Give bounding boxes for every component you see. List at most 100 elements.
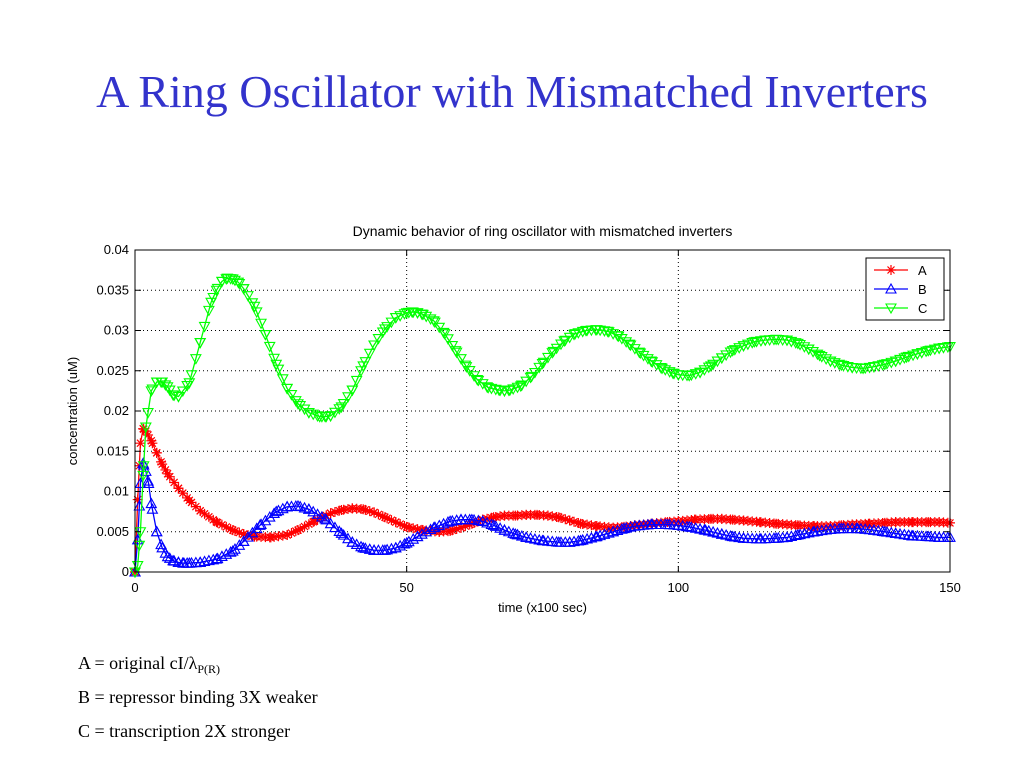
curve-marker-B: [450, 514, 463, 525]
curve-marker-B: [602, 526, 615, 538]
curve-marker-C: [381, 322, 394, 333]
curve-marker-C: [794, 339, 806, 351]
curve-marker-A: [282, 529, 293, 540]
curve-marker-A: [408, 523, 419, 534]
legend-marker-C: [885, 303, 897, 315]
curve-marker-C: [563, 332, 576, 344]
curve-marker-A: [560, 514, 571, 525]
curve-marker-C: [494, 385, 507, 397]
curve-marker-C: [242, 291, 254, 302]
curve-marker-C: [724, 347, 737, 359]
curve-marker-C: [233, 278, 246, 290]
curve-marker-B: [789, 529, 802, 541]
curve-marker-C: [481, 382, 494, 393]
curve-marker-C: [372, 334, 385, 345]
curve-marker-C: [424, 314, 437, 326]
curve-marker-B: [581, 532, 593, 544]
curve-marker-A: [386, 515, 397, 526]
curve-marker-A: [395, 519, 406, 530]
curve-marker-C: [442, 334, 454, 345]
curve-marker-C: [655, 363, 667, 374]
curve-marker-C: [628, 344, 641, 355]
curve-marker-B: [259, 514, 272, 526]
curve-marker-B: [615, 523, 628, 534]
curve-marker-C: [698, 365, 711, 376]
y-tick-label: 0.02: [104, 403, 129, 418]
curve-marker-C: [615, 334, 628, 345]
curve-marker-C: [837, 361, 850, 372]
curve-marker-A: [203, 511, 214, 522]
data-point-A: [135, 438, 146, 449]
curve-marker-C: [176, 386, 189, 398]
curve-marker-A: [169, 477, 180, 488]
curve-marker-A: [490, 511, 501, 522]
curve-marker-B: [394, 539, 407, 551]
curve-marker-B: [607, 525, 620, 537]
axis-ticks: 0 50 100 150 0 0.005 0.01 0.015 0.02 0.025 0.03 0.0…: [96, 242, 960, 595]
curve-marker-C: [802, 344, 815, 356]
series-B: [129, 457, 956, 577]
curve-marker-B: [202, 554, 215, 566]
chart-title: Dynamic behavior of ring oscillator with…: [353, 223, 733, 239]
curve-marker-B: [233, 539, 246, 550]
curve-marker-B: [224, 546, 237, 557]
curve-marker-B: [572, 534, 585, 546]
curve-marker-C: [702, 362, 715, 374]
curve-marker-B: [585, 531, 598, 543]
curve-marker-C: [485, 383, 498, 395]
curve-marker-B: [315, 510, 328, 522]
curve-marker-A: [286, 528, 297, 539]
curve-marker-C: [202, 305, 215, 317]
curve-marker-C: [333, 404, 346, 415]
y-tick-label: 0.025: [96, 363, 129, 378]
curve-marker-B: [302, 503, 315, 514]
curve-marker-B: [420, 525, 433, 537]
curve-marker-B: [220, 548, 233, 559]
curve-marker-C: [346, 385, 359, 397]
curve-marker-C: [385, 317, 398, 329]
curve-marker-C: [146, 384, 159, 396]
data-point-C: [569, 329, 582, 340]
curve-marker-C: [620, 337, 633, 348]
curve-marker-A: [577, 519, 588, 530]
curve-marker-C: [455, 354, 467, 365]
curve-marker-C: [285, 390, 298, 401]
curve-marker-B: [163, 552, 176, 563]
legend-marker-B: [885, 282, 897, 294]
curve-marker-A: [182, 492, 193, 503]
curve-marker-B: [785, 530, 798, 541]
data-point-A: [293, 525, 303, 536]
curve-marker-A: [569, 516, 580, 527]
curve-marker-A: [360, 504, 371, 515]
curve-marker-B: [594, 529, 607, 541]
curve-marker-B: [820, 523, 833, 535]
curve-marker-C: [342, 392, 354, 403]
curve-marker-A: [373, 509, 384, 520]
x-axis-label: time (x100 sec): [498, 600, 587, 615]
lambda-symbol: λ: [188, 653, 198, 673]
curve-marker-C: [781, 335, 793, 347]
curve-marker-C: [624, 340, 637, 352]
curve-marker-B: [150, 525, 163, 537]
curve-marker-A: [290, 526, 301, 537]
curve-marker-A: [173, 483, 184, 494]
curve-marker-A: [447, 525, 458, 536]
curve-marker-C: [489, 384, 502, 396]
x-tick-label: 100: [667, 580, 689, 595]
data-point-B: [335, 527, 348, 538]
curve-marker-C: [268, 353, 281, 365]
curve-marker-C: [798, 342, 811, 353]
x-tick-label: 150: [939, 580, 961, 595]
curve-marker-B: [255, 518, 267, 529]
curve-marker-B: [815, 524, 828, 536]
legend-marker-A: [886, 265, 896, 275]
curve-marker-B: [276, 502, 289, 514]
curve-marker-B: [807, 525, 820, 537]
legend-notes: A = original cI/λP(R) B = repressor bind…: [78, 650, 318, 752]
y-tick-label: 0: [122, 564, 129, 579]
curve-marker-C: [668, 368, 680, 380]
curve-marker-B: [437, 517, 450, 529]
curve-marker-C: [602, 327, 615, 338]
curve-marker-C: [472, 375, 485, 387]
data-point-C: [137, 470, 150, 482]
